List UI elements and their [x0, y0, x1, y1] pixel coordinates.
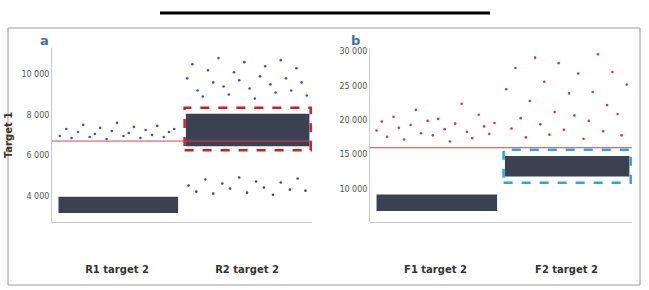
svg-text:8 000: 8 000 [26, 111, 49, 120]
svg-text:F1 target 2: F1 target 2 [404, 264, 467, 275]
svg-text:10 000: 10 000 [339, 185, 367, 194]
svg-text:15 000: 15 000 [339, 150, 367, 159]
svg-text:F2 target 2: F2 target 2 [535, 264, 598, 275]
svg-text:25 000: 25 000 [339, 82, 367, 91]
svg-text:10 000: 10 000 [21, 70, 49, 79]
svg-text:4 000: 4 000 [26, 192, 49, 201]
svg-text:R1 target 2: R1 target 2 [85, 264, 149, 275]
svg-text:a: a [40, 33, 49, 48]
svg-text:b: b [351, 33, 360, 48]
svg-text:6 000: 6 000 [26, 151, 49, 160]
svg-text:30 000: 30 000 [339, 47, 367, 56]
svg-text:Target 1: Target 1 [3, 112, 14, 158]
svg-text:20 000: 20 000 [339, 116, 367, 125]
svg-text:R2 target 2: R2 target 2 [215, 264, 279, 275]
